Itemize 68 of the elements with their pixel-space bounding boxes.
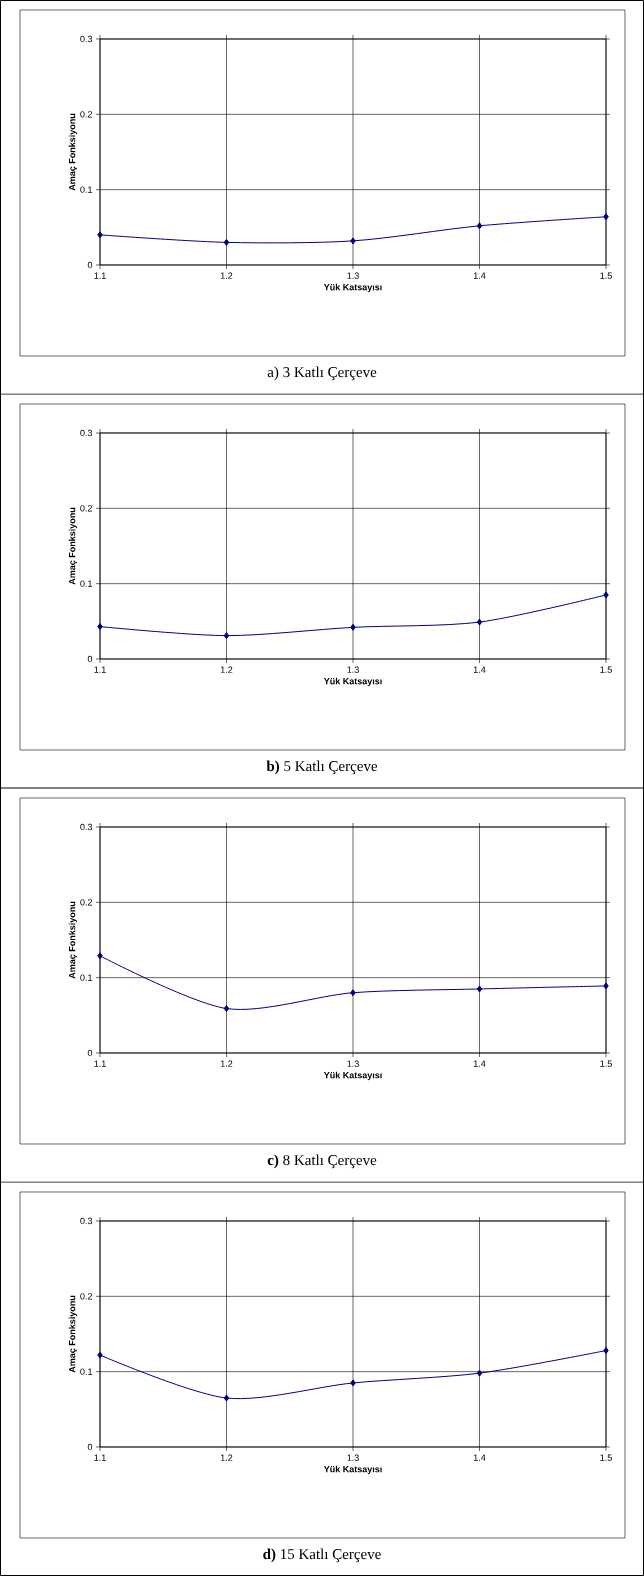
x-tick-label: 1.3 [347, 1060, 359, 1067]
x-tick-label: 1.1 [94, 666, 106, 673]
x-axis-title: Yük Katsayısı [323, 677, 382, 687]
y-tick-label: 0.1 [80, 974, 93, 981]
y-tick-label: 0 [87, 655, 93, 663]
point [603, 1347, 609, 1355]
x-tick-label: 1.4 [473, 272, 486, 279]
y-axis-title: Amaç Fonksiyonu [68, 507, 78, 585]
point [223, 238, 230, 246]
text: c) 8 Katlı Çerçeve [267, 1154, 377, 1169]
x-tick-label: 1.3 [347, 272, 359, 279]
y-tick-label: 0.3 [80, 823, 93, 831]
y-tick-label: 0.1 [80, 186, 93, 193]
point [476, 985, 483, 993]
y-tick-label: 0 [87, 1443, 93, 1451]
point [350, 989, 356, 997]
point [603, 213, 609, 221]
point [476, 222, 483, 230]
x-tick-label: 1.1 [94, 1454, 106, 1461]
text: d) 15 Katlı Çerçeve [263, 1548, 381, 1563]
x-axis-title: Yük Katsayısı [323, 1071, 382, 1081]
x-tick-label: 1.5 [600, 272, 612, 279]
x-tick-label: 1.4 [473, 1454, 486, 1461]
x-tick-label: 1.2 [220, 272, 233, 279]
x-tick-label: 1.2 [220, 1454, 233, 1461]
y-axis-title: Amaç Fonksiyonu [68, 1295, 78, 1373]
x-tick-label: 1.5 [600, 1060, 612, 1067]
point [603, 591, 609, 599]
point [223, 632, 230, 640]
point [603, 982, 609, 990]
y-axis-title: Amaç Fonksiyonu [68, 901, 78, 979]
point [223, 1394, 230, 1402]
x-tick-label: 1.5 [600, 1454, 612, 1461]
y-tick-label: 0.2 [80, 1293, 93, 1300]
y-tick-label: 0.3 [80, 35, 93, 43]
point [476, 1369, 483, 1377]
text: a) 3 Katlı Çerçeve [267, 366, 377, 381]
x-tick-label: 1.3 [347, 666, 359, 673]
text: b) 5 Katlı Çerçeve [266, 760, 378, 775]
y-tick-label: 0.2 [80, 505, 93, 512]
point [350, 1379, 356, 1387]
point [97, 623, 103, 631]
y-axis-title: Amaç Fonksiyonu [68, 113, 78, 191]
y-tick-label: 0.3 [80, 1217, 93, 1225]
x-tick-label: 1.2 [220, 666, 233, 673]
point [97, 231, 103, 239]
y-tick-label: 0 [87, 1049, 93, 1057]
x-tick-label: 1.4 [473, 666, 486, 673]
x-tick-label: 1.5 [600, 666, 612, 673]
x-tick-label: 1.1 [94, 1060, 106, 1067]
x-axis-title: Yük Katsayısı [323, 283, 382, 293]
x-tick-label: 1.1 [94, 272, 106, 279]
y-tick-label: 0 [87, 261, 93, 269]
point [350, 237, 356, 245]
x-tick-label: 1.4 [473, 1060, 486, 1067]
point [350, 623, 356, 631]
point [223, 1005, 230, 1013]
y-tick-label: 0.2 [80, 899, 93, 906]
y-tick-label: 0.3 [80, 429, 93, 437]
x-tick-label: 1.2 [220, 1060, 233, 1067]
y-tick-label: 0.1 [80, 580, 93, 587]
x-tick-label: 1.3 [347, 1454, 359, 1461]
point [97, 952, 103, 960]
point [97, 1351, 103, 1359]
x-axis-title: Yük Katsayısı [323, 1465, 382, 1475]
y-tick-label: 0.1 [80, 1368, 93, 1375]
point [476, 618, 483, 626]
y-tick-label: 0.2 [80, 111, 93, 118]
